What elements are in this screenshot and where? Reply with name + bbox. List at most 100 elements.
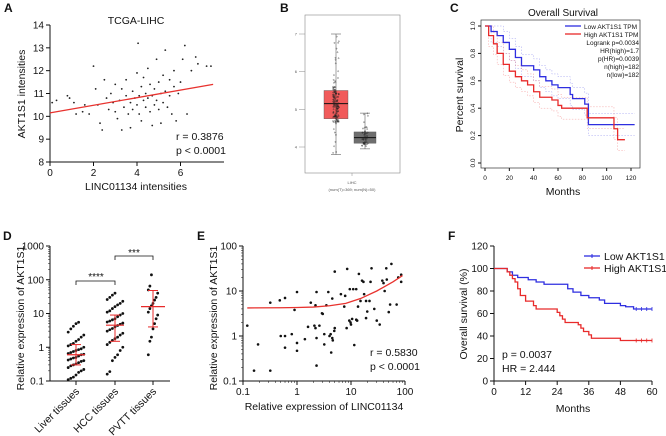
chart-d-point <box>82 333 86 337</box>
chart-b-point <box>332 85 334 88</box>
chart-b-point <box>335 151 337 153</box>
chart-a-point <box>175 120 178 122</box>
chart-e-point <box>347 319 351 322</box>
chart-a-point <box>162 101 165 104</box>
chart-e-point <box>329 332 332 336</box>
chart-a-point <box>120 129 123 131</box>
chart-a-point <box>123 106 125 109</box>
chart-e-point <box>330 297 334 300</box>
chart-d-point <box>74 322 78 326</box>
chart-d-point <box>69 376 73 380</box>
chart-e-point <box>362 280 365 284</box>
chart-a-point <box>190 69 193 72</box>
chart-d-point <box>113 305 117 309</box>
chart-d-point <box>111 359 114 363</box>
chart-b-point <box>365 126 367 128</box>
chart-c-legend-high: High AKT1S1 TPM <box>584 32 638 39</box>
chart-b-point <box>333 128 335 130</box>
chart-e-point <box>278 299 282 302</box>
chart-e-point <box>351 287 355 291</box>
chart-a-title: TCGA-LIHC <box>108 15 165 27</box>
chart-a-point <box>149 83 151 86</box>
chart-b-point <box>363 143 366 146</box>
chart-d-point <box>79 335 83 339</box>
chart-e-point <box>355 319 359 322</box>
chart-b-point <box>365 139 367 142</box>
chart-d-significance-bracket <box>75 280 116 285</box>
chart-b-point <box>332 111 335 113</box>
chart-f-survival-line <box>494 267 652 310</box>
chart-d-point <box>79 360 83 363</box>
chart-e-point <box>322 343 326 346</box>
chart-d-significance: **** <box>88 272 104 283</box>
chart-b-point <box>363 142 365 144</box>
chart-b-point <box>332 87 334 89</box>
chart-a-point <box>146 97 149 99</box>
chart-b-point <box>364 140 366 143</box>
chart-d-point <box>69 357 73 361</box>
chart-b-point <box>332 94 334 96</box>
chart-f-legend-low: Low AKT1S1 <box>604 251 665 263</box>
chart-d-point <box>66 344 70 348</box>
chart-e-point <box>252 369 256 372</box>
chart-c-x-tick-label: 0 <box>483 175 487 182</box>
chart-d-point <box>77 370 80 374</box>
chart-a-r: r = 0.3876 <box>176 131 224 143</box>
chart-c-y-tick-label: 0.4 <box>470 103 477 112</box>
chart-e-point <box>295 341 299 345</box>
chart-b-y-tick-label: 4 <box>295 145 298 150</box>
chart-b-point <box>333 86 336 88</box>
chart-a-point <box>66 94 69 97</box>
chart-e-x-tick-label: 10 <box>345 387 357 398</box>
chart-b-point <box>361 144 363 147</box>
chart-a-point <box>138 94 141 97</box>
chart-e-p: p < 0.0001 <box>370 361 420 373</box>
chart-a-point <box>138 113 141 115</box>
chart-b-point <box>333 104 336 106</box>
chart-c-ci-line <box>485 25 635 114</box>
chart-b-point <box>337 77 339 79</box>
chart-a-point <box>140 85 143 88</box>
chart-b-xlabel: LIHC <box>347 180 356 185</box>
chart-e-point <box>384 266 388 270</box>
chart-d-point <box>118 349 122 352</box>
chart-d-y-tick-label: 10 <box>33 309 45 320</box>
chart-a-point <box>105 97 108 99</box>
chart-d-significance: *** <box>128 248 140 259</box>
chart-b-point <box>334 92 337 94</box>
chart-e-point <box>364 316 368 320</box>
chart-b-point <box>335 95 337 97</box>
chart-b-point <box>361 131 364 134</box>
chart-f-y-tick-label: 40 <box>477 332 489 343</box>
chart-c-legend-low: Low AKT1S1 TPM <box>584 24 637 31</box>
chart-d-point <box>153 298 156 302</box>
chart-f-y-tick-label: 80 <box>477 287 489 298</box>
chart-a-point <box>181 58 184 61</box>
chart-a-point <box>94 88 97 90</box>
chart-d-point <box>72 356 75 360</box>
chart-e-point <box>349 323 353 326</box>
chart-a-y-tick-label: 9 <box>38 135 44 146</box>
chart-b-point <box>363 113 365 116</box>
chart-b-point <box>335 47 338 50</box>
chart-a-point <box>55 99 58 102</box>
chart-b-point <box>333 91 336 93</box>
chart-b-point <box>332 79 335 81</box>
chart-b-point <box>333 145 335 148</box>
chart-c-x-tick-label: 80 <box>579 175 587 182</box>
chart-d-point <box>150 273 153 277</box>
chart-c-x-tick-label: 40 <box>530 175 538 182</box>
chart-a-point <box>101 129 104 131</box>
chart-b-point <box>364 143 367 146</box>
chart-c-y-tick-label: 1.0 <box>470 21 477 30</box>
chart-a-point <box>75 113 77 115</box>
chart-b-point <box>332 152 334 154</box>
chart-e-point <box>388 303 392 306</box>
chart-c-frame <box>480 19 641 169</box>
chart-e-point <box>333 326 337 330</box>
chart-a-point <box>92 65 95 67</box>
chart-f-x-tick-label: 0 <box>491 387 497 398</box>
chart-a-point <box>164 49 167 52</box>
chart-d-point <box>108 295 112 299</box>
chart-a-point <box>151 124 154 127</box>
